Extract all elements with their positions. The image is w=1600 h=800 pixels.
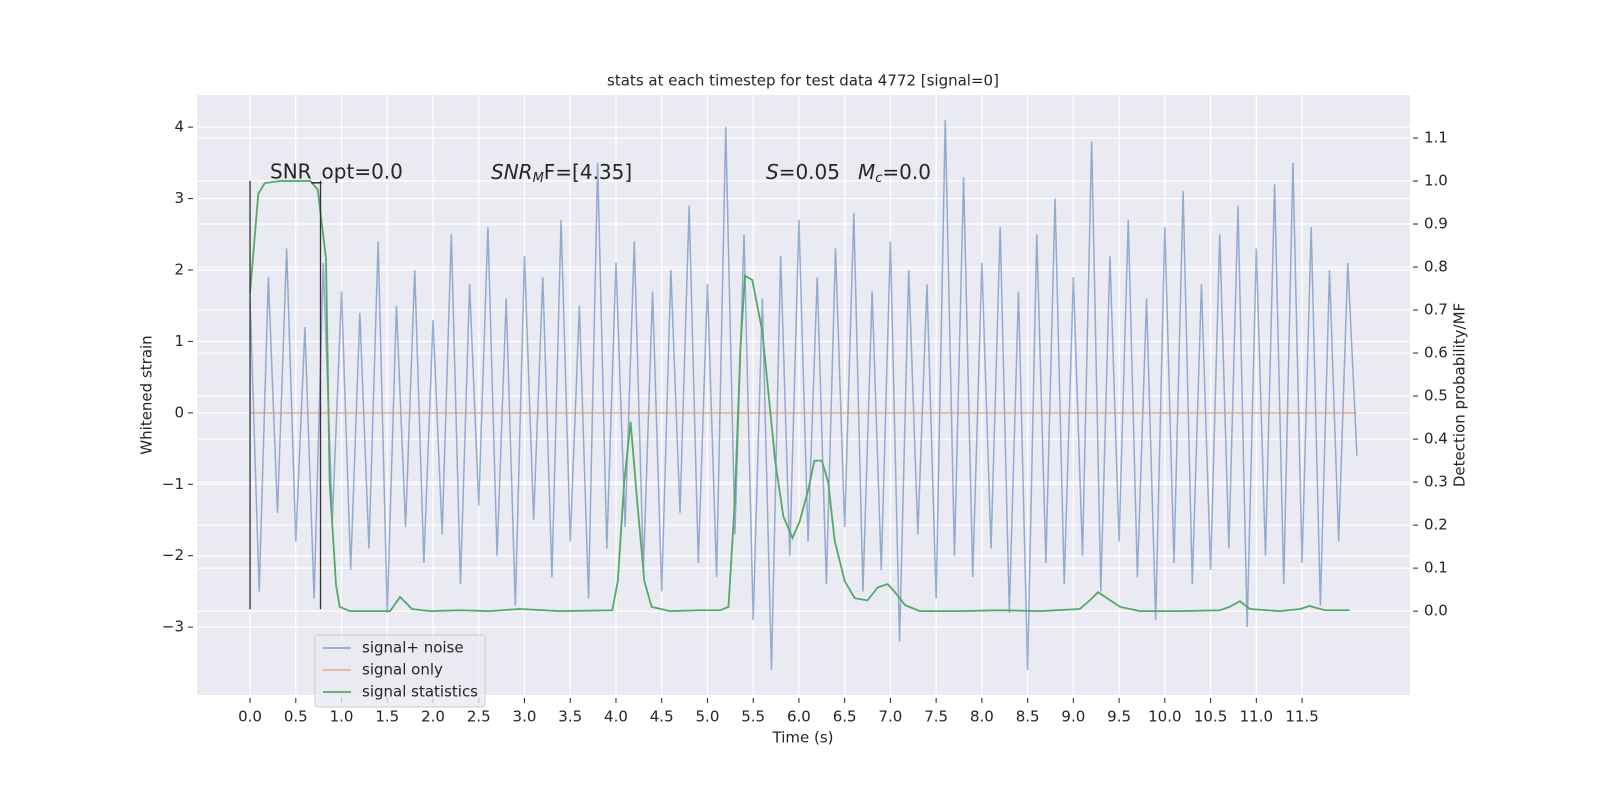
annotation-rest: F=[4.35] — [544, 160, 632, 184]
annotation: SNR_opt=0.0 — [270, 160, 403, 184]
annotation-base: SNR — [491, 160, 533, 184]
y-tick-label: 0 — [174, 403, 184, 421]
y2-tick-label: 0.8 — [1424, 258, 1448, 276]
x-tick-label: 5.0 — [696, 708, 720, 726]
chart-title: stats at each timestep for test data 477… — [607, 72, 999, 90]
annotation: S=0.05 — [766, 160, 840, 184]
annotation: SNRMF=[4.35] — [491, 160, 632, 186]
x-tick-label: 11.0 — [1240, 708, 1273, 726]
legend-box — [314, 634, 486, 708]
x-tick-label: 1.5 — [375, 708, 399, 726]
series-line — [249, 119, 1358, 671]
annotation-base: M — [858, 160, 875, 184]
x-tick-label: 3.0 — [513, 708, 537, 726]
y-tick-label: 3 — [174, 189, 184, 207]
annotation-sub: c — [875, 171, 882, 186]
x-tick-label: 10.0 — [1148, 708, 1181, 726]
x-tick-label: 1.0 — [330, 708, 354, 726]
x-tick-label: 6.0 — [787, 708, 811, 726]
annotation-base: S — [766, 160, 779, 184]
x-tick-label: 2.0 — [421, 708, 445, 726]
y2-tick-label: 0.7 — [1424, 301, 1448, 319]
x-tick-label: 9.0 — [1061, 708, 1085, 726]
x-tick-label: 9.5 — [1107, 708, 1131, 726]
series-line — [249, 180, 1350, 613]
legend-label: signal+ noise — [362, 639, 464, 657]
x-tick-label: 0.5 — [284, 708, 308, 726]
x-tick-label: 7.5 — [924, 708, 948, 726]
y-tick-label: −3 — [162, 618, 184, 636]
x-tick-label: 7.0 — [878, 708, 902, 726]
annotation-rest: =0.05 — [779, 160, 840, 184]
y2-tick-label: 0.2 — [1424, 516, 1448, 534]
x-tick-label: 2.5 — [467, 708, 491, 726]
y-axis-label: Whitened strain — [138, 335, 156, 454]
y2-tick-label: 0.9 — [1424, 215, 1448, 233]
x-tick-label: 5.5 — [741, 708, 765, 726]
y2-tick-label: 1.1 — [1424, 129, 1448, 147]
annotation-rest: =0.0 — [882, 160, 931, 184]
axes: 0.0 0.5 1.0 1.5 2.0 2.5 3.0 3.5 4.0 4.5 5.0 5.5 6.0 6… — [162, 118, 1448, 726]
y2-axis-label: Detection probability/MF — [1451, 303, 1469, 487]
y2-tick-label: 0.5 — [1424, 387, 1448, 405]
x-axis-label: Time (s) — [772, 729, 834, 747]
x-tick-label: 4.5 — [650, 708, 674, 726]
y-tick-label: 4 — [174, 118, 184, 136]
y2-tick-label: 0.4 — [1424, 430, 1448, 448]
legend-label: signal statistics — [362, 683, 478, 701]
legend-label: signal only — [362, 661, 443, 679]
y2-tick-label: 1.0 — [1424, 172, 1448, 190]
y2-tick-label: 0.6 — [1424, 344, 1448, 362]
marks — [249, 119, 1358, 671]
x-tick-label: 10.5 — [1194, 708, 1227, 726]
annotation-sub: M — [533, 171, 544, 186]
x-tick-label: 11.5 — [1285, 708, 1318, 726]
y2-tick-label: 0.1 — [1424, 559, 1448, 577]
y2-tick-label: 0.0 — [1424, 602, 1448, 620]
x-tick-label: 0.0 — [238, 708, 262, 726]
y-tick-label: −2 — [162, 546, 184, 564]
x-tick-label: 6.5 — [833, 708, 857, 726]
x-tick-label: 4.0 — [604, 708, 628, 726]
annotation: Mc=0.0 — [858, 160, 931, 186]
x-tick-label: 3.5 — [558, 708, 582, 726]
y2-tick-label: 0.3 — [1424, 473, 1448, 491]
x-tick-label: 8.5 — [1016, 708, 1040, 726]
y-tick-label: −1 — [162, 475, 184, 493]
y-tick-label: 1 — [174, 332, 184, 350]
y-tick-label: 2 — [174, 261, 184, 279]
legend: signal+ noise signal only signal statistic… — [314, 634, 486, 708]
x-tick-label: 8.0 — [970, 708, 994, 726]
